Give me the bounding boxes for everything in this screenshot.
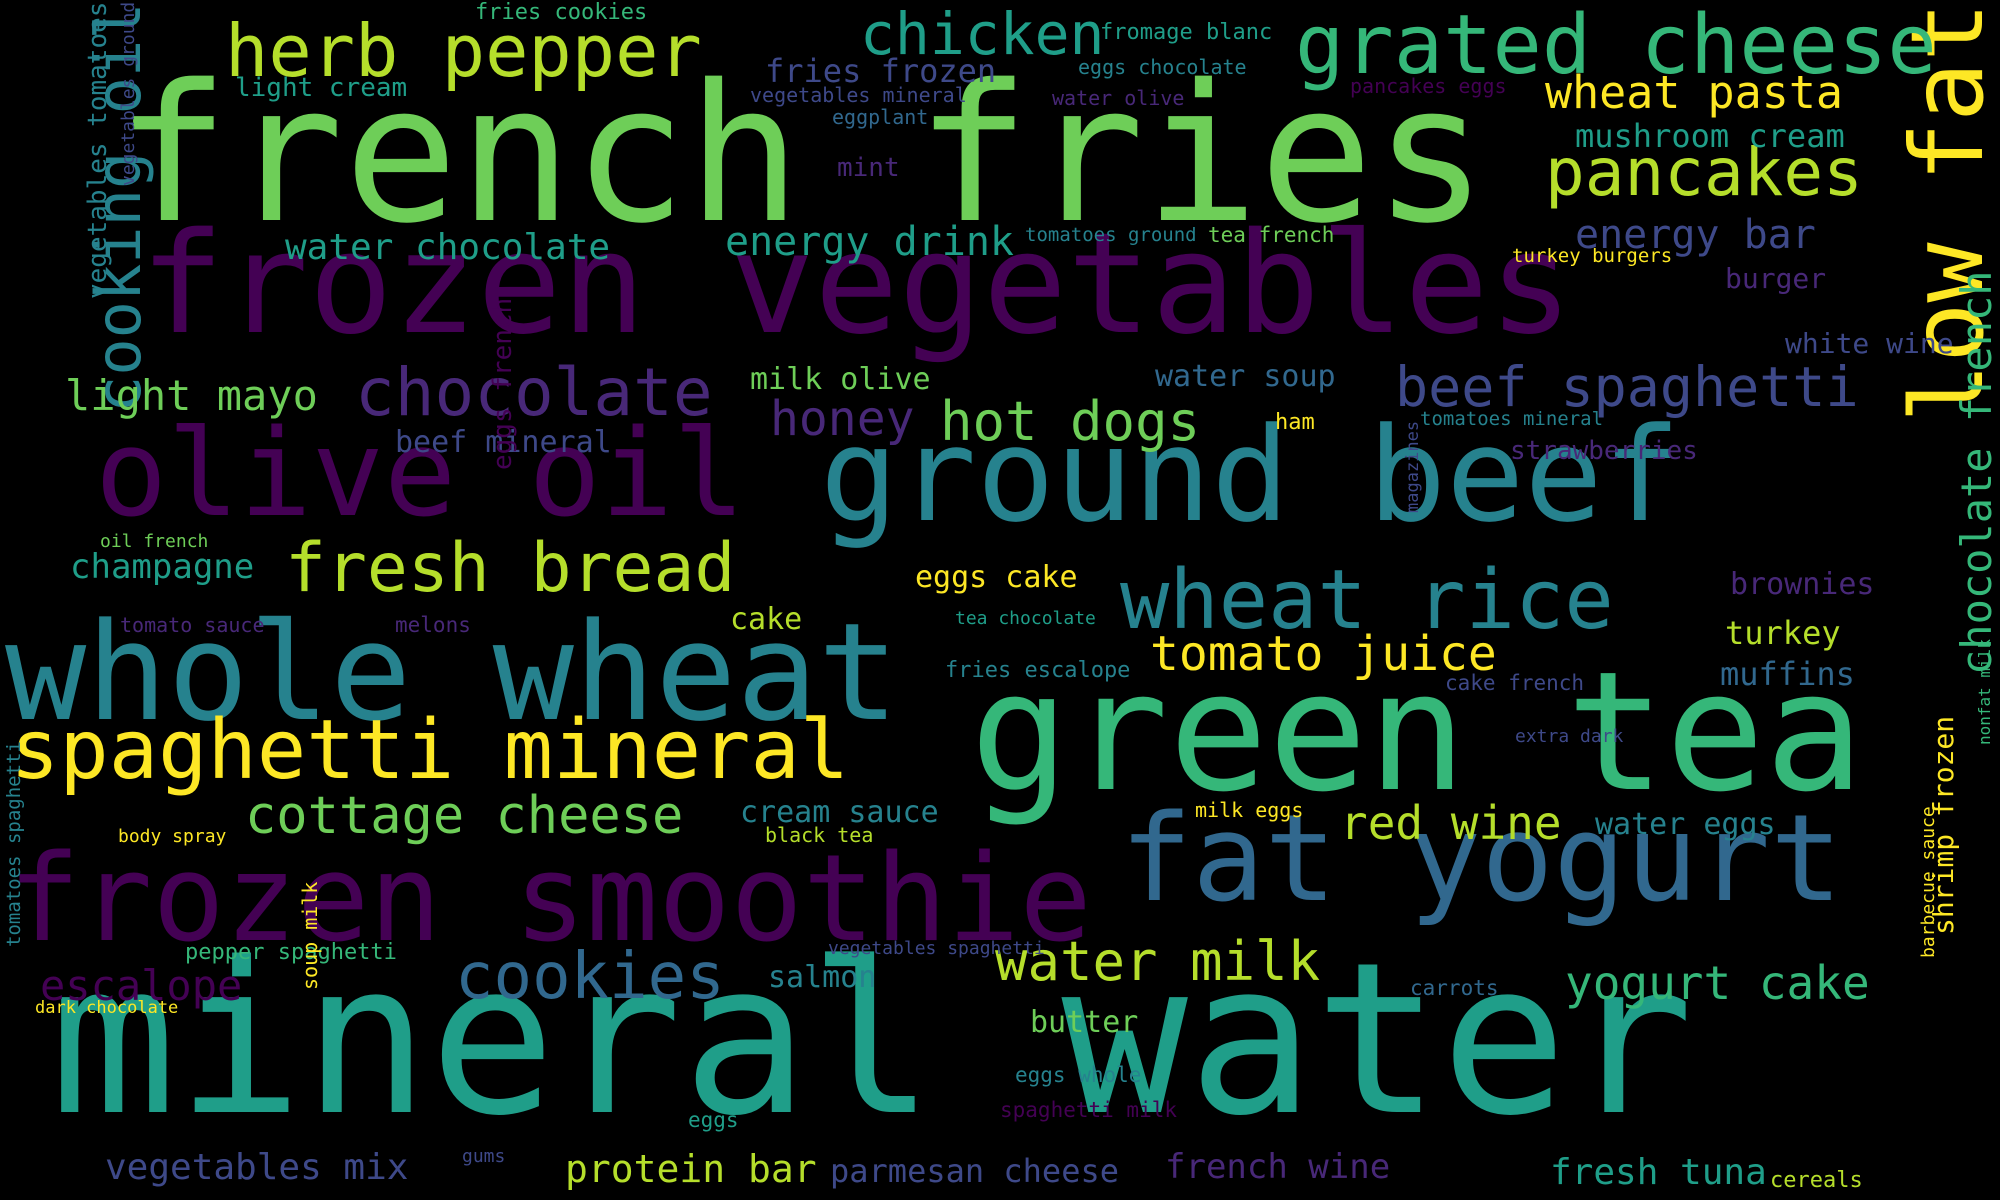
word-salmon: salmon	[768, 960, 877, 995]
word-light-mayo: light mayo	[65, 371, 318, 420]
word-brownies: brownies	[1730, 567, 1875, 602]
word-soup-milk: soup milk	[298, 881, 322, 990]
word-magazines: magazines	[1403, 420, 1423, 513]
word-grated-cheese: grated cheese	[1295, 0, 1937, 93]
word-honey: honey	[770, 391, 915, 447]
word-tea-french: tea french	[1208, 223, 1335, 247]
word-olive-oil: olive oil	[95, 405, 746, 544]
word-fromage-blanc: fromage blanc	[1100, 20, 1273, 45]
word-green-tea: green tea	[970, 636, 1865, 828]
word-escalope: escalope	[40, 961, 243, 1010]
word-eggs-whole: eggs whole	[1015, 1063, 1142, 1087]
word-energy-drink: energy drink	[725, 219, 1014, 265]
word-barbecue-sauce: barbecue sauce	[1918, 806, 1939, 958]
word-butter: butter	[1030, 1005, 1139, 1040]
word-strawberries: strawberries	[1510, 436, 1698, 466]
word-ground-beef: ground beef	[820, 399, 1681, 551]
word-eggs-cake: eggs cake	[915, 560, 1078, 595]
word-frozen-vegetables: frozen vegetables	[140, 203, 1573, 366]
word-chocolate-french: chocolate french	[1952, 270, 2000, 675]
word-cookies: cookies	[455, 940, 725, 1014]
word-body-spray: body spray	[118, 826, 227, 847]
word-water-chocolate: water chocolate	[285, 227, 611, 268]
word-tomatoes-mineral: tomatoes mineral	[1420, 408, 1604, 430]
word-french-wine: french wine	[1165, 1147, 1391, 1187]
word-pancakes: pancakes	[1545, 134, 1863, 211]
word-fat-yogurt: fat yogurt	[1120, 790, 1843, 929]
word-cake: cake	[730, 602, 803, 637]
word-turkey-burgers: turkey burgers	[1512, 245, 1673, 267]
word-hot-dogs: hot dogs	[940, 390, 1201, 453]
word-burger: burger	[1725, 262, 1827, 295]
word-fresh-bread: fresh bread	[285, 529, 736, 608]
word-mint: mint	[837, 153, 900, 183]
word-spaghetti-mineral: spaghetti mineral	[10, 703, 850, 798]
word-vegetables-ground: vegetables ground	[118, 2, 139, 187]
word-fries-cookies: fries cookies	[475, 0, 648, 25]
word-eggs: eggs	[688, 1108, 739, 1132]
word-whole-wheat: whole wheat	[5, 594, 900, 751]
word-tomatoes-ground: tomatoes ground	[1025, 224, 1197, 246]
word-nonfat-milk: nonfat milk	[1975, 639, 1994, 745]
word-pepper-spaghetti: pepper spaghetti	[185, 940, 397, 965]
word-cream-sauce: cream sauce	[740, 795, 939, 830]
word-water-olive: water olive	[1052, 86, 1185, 110]
word-tomato-sauce: tomato sauce	[120, 613, 265, 637]
word-light-cream: light cream	[235, 73, 408, 103]
word-water-milk: water milk	[995, 930, 1321, 993]
word-mineral-water: mineral water	[50, 917, 1694, 1162]
word-chocolate: chocolate	[355, 354, 713, 431]
word-milk-olive: milk olive	[750, 362, 931, 397]
word-french-fries: french fries	[115, 44, 1488, 265]
word-extra-dark: extra dark	[1515, 726, 1624, 747]
word-spaghetti-milk: spaghetti milk	[1000, 1098, 1178, 1122]
word-mushroom-cream: mushroom cream	[1575, 117, 1845, 155]
word-gums: gums	[462, 1146, 506, 1167]
word-water-eggs: water eggs	[1595, 807, 1776, 842]
word-tomato-juice: tomato juice	[1150, 626, 1497, 682]
word-cereals: cereals	[1770, 1168, 1863, 1193]
word-protein-bar: protein bar	[565, 1147, 817, 1191]
word-tomatoes-spaghetti: tomatoes spaghetti	[3, 741, 25, 947]
word-eggplant: eggplant	[832, 105, 929, 129]
word-fries-frozen: fries frozen	[765, 52, 997, 90]
word-parmesan-cheese: parmesan cheese	[830, 1152, 1119, 1190]
word-fries-escalope: fries escalope	[945, 658, 1131, 683]
word-turkey: turkey	[1725, 614, 1841, 652]
word-muffins: muffins	[1720, 655, 1855, 693]
word-carrots: carrots	[1410, 976, 1499, 1000]
word-melons: melons	[395, 613, 471, 637]
word-pancakes-eggs: pancakes eggs	[1350, 74, 1507, 98]
word-vegetables-mineral: vegetables mineral	[750, 83, 967, 107]
word-frozen-smoothie: frozen smoothie	[8, 830, 1092, 969]
word-eggs-french: eggs french	[488, 297, 518, 470]
word-tea-chocolate: tea chocolate	[955, 608, 1096, 629]
word-herb-pepper: herb pepper	[225, 9, 702, 93]
word-black-tea: black tea	[765, 823, 874, 847]
word-oil-french: oil french	[100, 531, 209, 552]
word-vegetables-mix: vegetables mix	[105, 1147, 409, 1188]
word-dark-chocolate: dark chocolate	[35, 998, 179, 1018]
word-wheat-pasta: wheat pasta	[1545, 66, 1844, 119]
word-chicken: chicken	[860, 0, 1105, 68]
word-champagne: champagne	[70, 547, 255, 587]
word-yogurt-cake: yogurt cake	[1565, 956, 1870, 1010]
word-ham: ham	[1275, 410, 1315, 435]
word-eggs-chocolate: eggs chocolate	[1078, 55, 1247, 79]
word-cottage-cheese: cottage cheese	[245, 786, 684, 846]
word-wheat-rice: wheat rice	[1120, 553, 1614, 648]
word-red-wine: red wine	[1340, 796, 1562, 850]
word-vegetables-tomatoes: vegetables tomatoes	[83, 2, 113, 300]
word-fresh-tuna: fresh tuna	[1550, 1152, 1767, 1193]
word-beef-mineral: beef mineral	[395, 425, 612, 460]
word-cake-french: cake french	[1445, 671, 1585, 695]
word-white-wine: white wine	[1785, 327, 1954, 360]
word-water-soup: water soup	[1155, 359, 1336, 394]
word-beef-spaghetti: beef spaghetti	[1395, 355, 1859, 419]
word-vegetables-spaghetti: vegetables spaghetti	[828, 938, 1045, 959]
word-energy-bar: energy bar	[1575, 212, 1816, 258]
word-milk-eggs: milk eggs	[1195, 798, 1304, 822]
